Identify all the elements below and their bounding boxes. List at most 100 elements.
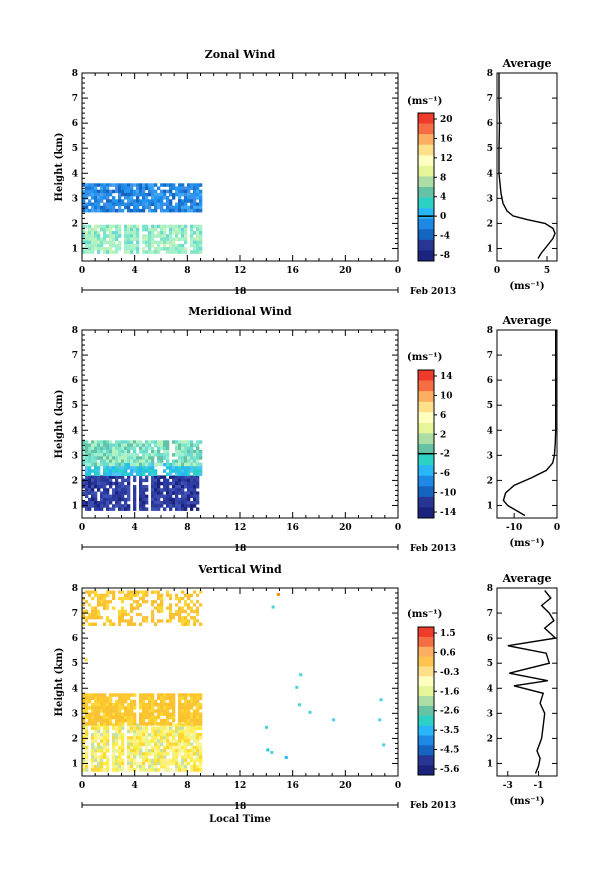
heatmap-cell [190, 765, 194, 769]
heatmap-cell [88, 443, 92, 447]
heatmap-cell [118, 590, 122, 594]
heatmap-cell [130, 706, 134, 710]
heatmap-cell [115, 765, 119, 769]
heatmap-cell [172, 729, 176, 734]
heatmap-cell [145, 768, 149, 772]
heatmap-cell [178, 590, 182, 594]
average-y-tick-label: 8 [487, 584, 493, 594]
heatmap-cell [166, 234, 170, 238]
heatmap-cell [378, 718, 382, 722]
heatmap-cell [196, 247, 200, 251]
heatmap-cell [181, 478, 185, 483]
heatmap-cell [106, 699, 110, 704]
average-y-tick-label: 8 [487, 326, 493, 336]
heatmap-cell [166, 606, 170, 610]
heatmap-cell [193, 504, 197, 508]
heatmap-cell [121, 702, 125, 707]
heatmap-cell [118, 488, 122, 492]
heatmap-cell [196, 472, 200, 476]
heatmap-cell [109, 478, 113, 483]
heatmap-cell [139, 466, 143, 470]
heatmap-cell [121, 485, 125, 489]
heatmap-cell [151, 466, 155, 470]
heatmap-cell [103, 196, 107, 200]
heatmap-cell [145, 466, 149, 470]
colorbar-swatch [418, 412, 434, 424]
heatmap-cell [190, 590, 194, 594]
x-tick-label: 12 [234, 781, 247, 791]
heatmap-cell [139, 491, 143, 495]
average-title: Average [501, 314, 551, 327]
heatmap-cell [160, 606, 164, 610]
heatmap-cell [169, 192, 173, 197]
heatmap-cell [88, 472, 92, 476]
heatmap-cell [97, 729, 101, 734]
heatmap-cell [94, 443, 98, 447]
heatmap-cell [181, 237, 185, 241]
heatmap-cell [139, 202, 143, 206]
heatmap-cell [142, 742, 146, 747]
heatmap-cell [142, 466, 146, 470]
heatmap-cell [124, 202, 128, 206]
heatmap-cell [103, 481, 107, 486]
heatmap-cell [127, 715, 131, 720]
heatmap-cell [88, 449, 92, 454]
y-tick-label: 6 [72, 634, 78, 644]
heatmap-cell [142, 755, 146, 759]
heatmap-cell [166, 224, 170, 229]
heatmap-cell [136, 240, 140, 245]
heatmap-cell [160, 440, 164, 444]
heatmap-cell [100, 606, 104, 610]
heatmap-cell [160, 702, 164, 707]
heatmap-cell [181, 596, 185, 601]
day-label: 18 [234, 287, 247, 297]
heatmap-cell [160, 612, 164, 617]
heatmap-cell [178, 485, 182, 489]
heatmap-cell [172, 752, 176, 756]
heatmap-cell [169, 237, 173, 241]
heatmap-cell [136, 472, 140, 476]
heatmap-cell [97, 709, 101, 713]
heatmap-cell [88, 183, 92, 187]
y-tick-label: 3 [72, 709, 78, 719]
heatmap-cell [175, 596, 179, 601]
heatmap-cell [187, 755, 191, 759]
heatmap-cell [109, 453, 113, 457]
heatmap-cell [124, 485, 128, 489]
colorbar-tick-label: 4 [440, 193, 446, 203]
y-tick-label: 1 [72, 501, 78, 511]
heatmap-cell [193, 699, 197, 704]
heatmap-cell [88, 231, 92, 235]
heatmap-cell [112, 755, 116, 759]
heatmap-cell [91, 606, 95, 610]
heatmap-cell [184, 609, 188, 614]
heatmap-cell [139, 497, 143, 502]
heatmap-cell [103, 466, 107, 470]
heatmap-cell [151, 726, 155, 731]
heatmap-cell [142, 208, 146, 213]
heatmap-cell [130, 231, 134, 235]
heatmap-cell [175, 600, 179, 604]
heatmap-cell [85, 192, 89, 197]
colorbar-unit: (ms⁻¹) [407, 352, 442, 363]
average-frame [496, 587, 558, 777]
heatmap-cell [103, 715, 107, 720]
heatmap-cell [169, 622, 173, 626]
heatmap-cell [103, 739, 107, 743]
heatmap-cell [115, 237, 119, 241]
heatmap-cell [145, 596, 149, 601]
heatmap-cell [94, 478, 98, 483]
heatmap-cell [103, 622, 107, 626]
heatmap-cell [196, 709, 200, 713]
heatmap-cell [184, 758, 188, 763]
heatmap-cell [154, 749, 158, 753]
heatmap-cell [151, 733, 155, 737]
heatmap-cell [109, 706, 113, 710]
heatmap-cell [151, 446, 155, 451]
heatmap-cell [139, 494, 143, 499]
heatmap-cell [184, 619, 188, 623]
heatmap-cell [193, 192, 197, 197]
heatmap-cell [139, 183, 143, 187]
heatmap-cell [142, 718, 146, 723]
heatmap-cell [196, 755, 200, 759]
